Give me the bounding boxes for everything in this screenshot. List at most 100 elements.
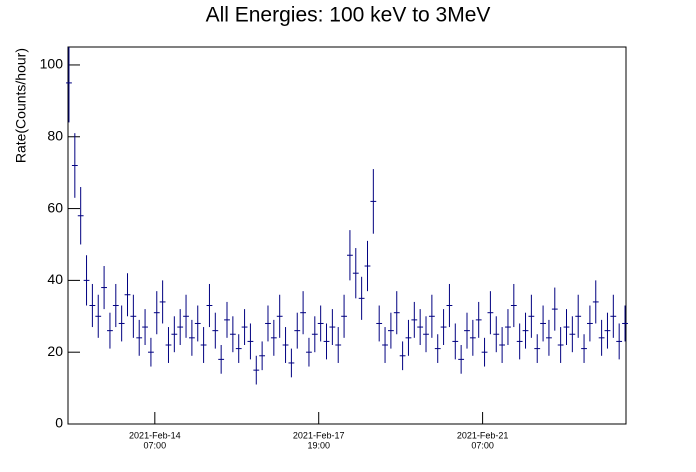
data-point <box>66 47 72 123</box>
data-point <box>458 345 465 374</box>
data-point <box>393 291 400 335</box>
data-point <box>481 337 488 367</box>
data-point <box>610 294 617 338</box>
data-point <box>235 334 242 363</box>
data-point <box>200 327 207 363</box>
data-point <box>229 316 236 353</box>
data-point <box>505 309 511 346</box>
data-point <box>551 287 558 331</box>
data-point <box>557 327 564 363</box>
data-point <box>83 255 90 306</box>
data-point <box>510 283 517 328</box>
data-point <box>493 316 500 353</box>
data-point <box>89 283 96 328</box>
data-point <box>417 309 424 346</box>
data-point <box>153 291 160 335</box>
data-point <box>405 319 412 356</box>
data-point <box>101 266 108 310</box>
data-point <box>341 294 347 338</box>
data-point <box>335 327 342 363</box>
data-point <box>540 305 546 342</box>
y-tick-label: 80 <box>47 127 63 143</box>
y-tick-label: 60 <box>47 199 63 215</box>
data-point <box>440 309 447 346</box>
data-point <box>616 323 623 360</box>
data-point <box>387 312 394 349</box>
data-point <box>71 133 78 198</box>
data-point <box>265 305 271 342</box>
data-point <box>522 312 529 349</box>
data-point <box>171 316 178 353</box>
y-tick-label: 40 <box>47 271 63 287</box>
data-point <box>317 305 324 342</box>
data-point <box>622 305 628 342</box>
data-point <box>370 169 377 234</box>
data-point <box>411 301 418 338</box>
data-point <box>311 316 318 353</box>
data-point <box>95 294 102 338</box>
data-point <box>130 294 137 338</box>
data-point <box>581 334 587 363</box>
data-point <box>329 309 336 346</box>
data-point <box>446 283 453 328</box>
y-tick-label: 20 <box>47 343 63 359</box>
data-point <box>259 341 266 371</box>
plot-frame <box>67 46 627 425</box>
data-point <box>323 323 330 360</box>
x-tick-label: 2021-Feb-14 <box>129 430 181 440</box>
data-point <box>475 301 482 338</box>
data-point <box>358 276 365 320</box>
data-point <box>586 305 593 342</box>
data-point <box>469 319 476 356</box>
y-tick-label: 0 <box>55 415 63 431</box>
data-point <box>270 319 277 356</box>
data-point <box>306 337 312 367</box>
data-point <box>604 312 611 349</box>
data-point <box>183 294 189 338</box>
data-point <box>124 273 131 317</box>
data-point <box>107 312 113 349</box>
data-point <box>546 319 552 356</box>
data-point <box>534 334 541 363</box>
data-point <box>247 323 254 360</box>
data-point <box>118 305 125 342</box>
data-point <box>569 316 576 353</box>
data-point <box>194 305 201 342</box>
data-point <box>364 240 371 292</box>
data-point <box>142 309 148 346</box>
data-point <box>177 309 184 346</box>
y-tick-label: 100 <box>40 56 64 72</box>
data-point <box>282 327 289 363</box>
data-point <box>294 312 301 349</box>
data-point <box>464 312 470 349</box>
data-point <box>452 323 459 360</box>
data-point <box>516 323 523 360</box>
x-tick-label: 2021-Feb-21 <box>457 430 509 440</box>
data-point <box>188 319 195 356</box>
data-point <box>165 327 172 363</box>
data-point <box>399 341 406 371</box>
data-point <box>423 316 429 353</box>
data-point <box>77 187 84 245</box>
data-point <box>428 294 435 338</box>
y-axis-label: Rate(Counts/hour) <box>13 48 29 163</box>
chart-title: All Energies: 100 keV to 3MeV <box>206 4 491 27</box>
data-point <box>136 319 143 356</box>
data-point <box>288 348 295 378</box>
data-point <box>376 305 383 342</box>
data-point <box>276 294 283 338</box>
data-point <box>598 319 605 356</box>
data-point <box>206 283 213 328</box>
data-point <box>592 280 599 324</box>
x-tick-label: 2021-Feb-17 <box>293 430 345 440</box>
data-point <box>159 280 166 324</box>
data-point <box>382 327 388 363</box>
data-point <box>434 334 441 363</box>
data-point <box>563 309 570 346</box>
data-point <box>300 291 307 335</box>
data-point <box>212 312 219 349</box>
data-point <box>499 327 506 363</box>
data-point <box>253 355 260 385</box>
data-point <box>347 230 353 281</box>
